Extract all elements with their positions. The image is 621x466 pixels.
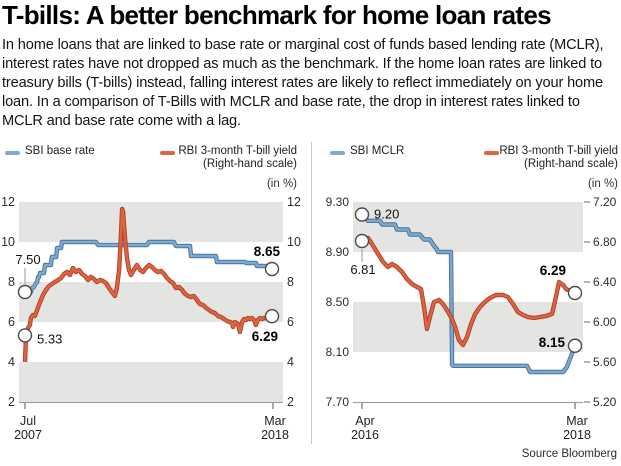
description: In home loans that are linked to base ra… — [2, 37, 604, 129]
annotations: 7.50 5.33 8.65 6.29 — [15, 244, 280, 346]
data-point-label: 9.20 — [374, 207, 399, 222]
source-credit: Source Bloomberg — [521, 448, 617, 460]
data-point-label: 7.50 — [15, 252, 40, 267]
y-axis-label: 5.60 — [593, 355, 617, 369]
unit-label-right-chart: (in %) — [587, 178, 618, 190]
y-axis-left: 12 10 8 6 4 2 — [1, 195, 15, 409]
y-axis-label: 12 — [1, 195, 15, 209]
y-axis-label: 2 — [287, 395, 294, 409]
data-point-marker — [264, 308, 280, 324]
legend-label-sbi-base-rate: SBI base rate — [25, 145, 95, 157]
data-point-label: 6.29 — [252, 329, 278, 344]
series-line-rbi-3-month-t-bill-yield — [22, 206, 273, 363]
legend-label-tbill-line2: (Right-hand scale) — [203, 158, 297, 170]
charts-area: SBI base rate RBI 3-month T-bill yield (… — [0, 140, 621, 466]
data-point-marker — [354, 207, 370, 222]
legend-label-sbi-mclr: SBI MCLR — [350, 145, 405, 157]
y-axis-left: 9.30 8.90 8.50 8.10 7.70 — [326, 195, 350, 409]
grid-bands — [19, 202, 283, 402]
x-axis-label: Jul — [20, 414, 36, 428]
y-axis-right: 12 10 8 6 4 2 — [287, 195, 301, 409]
grid-band — [353, 202, 583, 252]
data-point-marker — [17, 328, 33, 343]
data-point-label: 8.65 — [254, 244, 281, 259]
legend-label-tbill: RBI 3-month T-bill yield (Right-hand sca… — [170, 145, 297, 171]
y-axis-label: 2 — [8, 395, 15, 409]
y-axis-label: 6 — [287, 315, 294, 329]
y-axis-label: 8.10 — [326, 345, 350, 359]
data-point-marker — [264, 261, 280, 277]
grid-band — [19, 282, 283, 322]
y-axis-label: 8.90 — [326, 245, 350, 259]
data-point-marker — [567, 338, 583, 353]
y-axis-label: 6.00 — [593, 315, 617, 329]
chart-divider — [311, 142, 312, 444]
x-axis-label: 2016 — [351, 428, 379, 442]
y-axis-label: 7.70 — [326, 395, 350, 409]
y-axis-label: 12 — [287, 195, 301, 209]
legend-label-tbill-line1: RBI 3-month T-bill yield — [178, 145, 297, 157]
chart-mclr: 9.30 8.90 8.50 8.10 7.70 7.20 6.80 6.40 6.00 5.60… — [326, 195, 617, 442]
y-axis-label: 4 — [287, 355, 294, 369]
x-axis-label: Apr — [355, 414, 374, 428]
y-axis-label: 5.20 — [593, 395, 617, 409]
data-point-label: 5.33 — [37, 331, 62, 346]
data-point-label: 8.15 — [539, 335, 566, 350]
y-axis-label: 9.30 — [326, 195, 350, 209]
x-axis-label: Mar — [566, 414, 588, 428]
y-axis-label: 10 — [287, 235, 301, 249]
series-core — [361, 213, 577, 374]
series-line-sbi-base-rate — [25, 239, 274, 295]
series-core — [25, 240, 273, 294]
data-point-marker — [567, 285, 583, 301]
y-axis-label: 8 — [287, 275, 294, 289]
y-axis-right: 7.20 6.80 6.40 6.00 5.60 5.20 — [584, 195, 617, 409]
legend-swatch-red — [484, 151, 499, 155]
grid-band — [19, 202, 283, 242]
data-point-marker — [17, 284, 33, 300]
charts-canvas: 1210864212108642Jul2007Mar20187.505.338.… — [1, 195, 617, 442]
y-axis-label: 6.80 — [593, 235, 617, 249]
grid-bands — [353, 202, 583, 352]
y-axis-label: 10 — [1, 235, 15, 249]
x-axis-label: 2018 — [261, 428, 289, 442]
data-point-marker — [354, 233, 370, 249]
grid-band — [19, 362, 283, 402]
x-axis-label: 2007 — [14, 428, 42, 442]
x-axis-label: Mar — [264, 414, 286, 428]
series-core — [23, 207, 273, 363]
data-point-label: 6.29 — [540, 263, 566, 278]
legend-label-tbill-line2: (Right-hand scale) — [524, 158, 618, 170]
legend-label-tbill: RBI 3-month T-bill yield (Right-hand sca… — [494, 145, 618, 171]
legend-swatch-blue — [330, 151, 345, 155]
unit-label-left-chart: (in %) — [266, 178, 297, 190]
data-point-label: 6.81 — [350, 262, 375, 277]
page-title: T-bills: A better benchmark for home loa… — [2, 0, 552, 30]
series-line-rbi-3-month-t-bill-yield — [361, 235, 576, 348]
x-axis-label: 2018 — [563, 428, 591, 442]
legend-swatch-blue — [5, 151, 20, 155]
y-axis-label: 6 — [8, 315, 15, 329]
y-axis-label: 6.40 — [593, 275, 617, 289]
annotations: 9.20 6.81 6.29 8.15 — [350, 207, 583, 353]
y-axis-label: 8.50 — [326, 295, 350, 309]
series-line-sbi-mclr — [360, 212, 578, 375]
y-axis-label: 8 — [8, 275, 15, 289]
y-axis-label: 4 — [8, 355, 15, 369]
legend-swatch-red — [160, 151, 175, 155]
series-core — [361, 236, 576, 347]
y-axis-label: 7.20 — [593, 195, 617, 209]
legend-label-tbill-line1: RBI 3-month T-bill yield — [499, 145, 618, 157]
